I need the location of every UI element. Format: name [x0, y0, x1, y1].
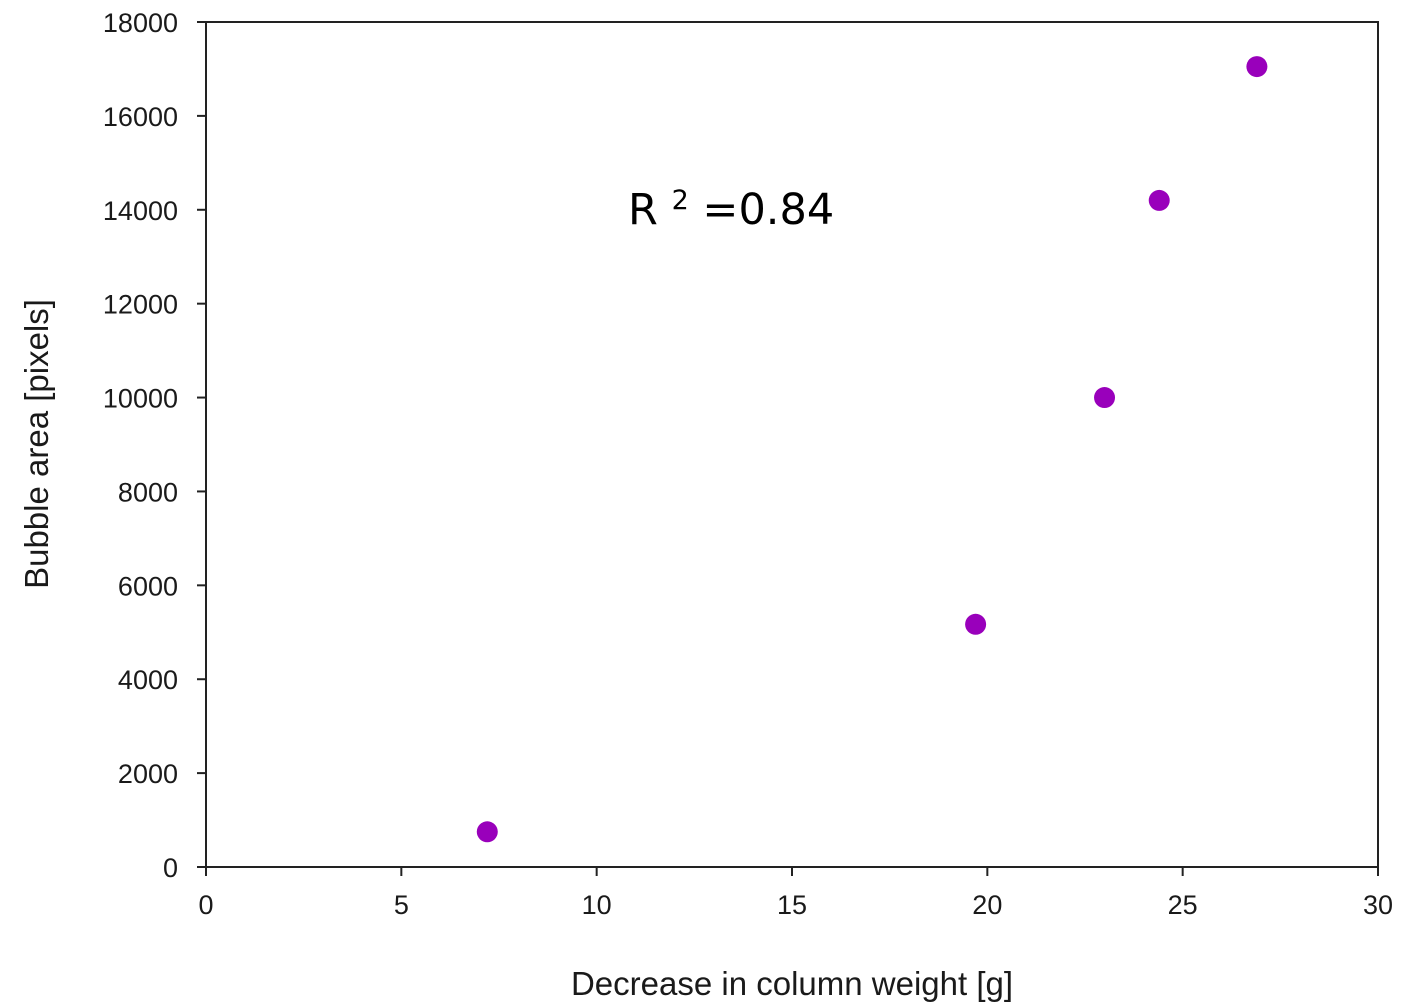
y-tick-label: 2000 [118, 759, 178, 789]
r-squared-value: =0.84 [702, 185, 834, 235]
plot-frame [205, 21, 1379, 868]
y-tick-label: 16000 [103, 102, 178, 132]
x-tick-label: 5 [394, 890, 409, 920]
y-tick-label: 6000 [118, 571, 178, 601]
r-squared-superscript: 2 [672, 185, 689, 216]
data-point-4 [1148, 189, 1170, 211]
data-points [476, 56, 1268, 843]
data-point-1 [476, 821, 498, 843]
y-tick-label: 4000 [118, 665, 178, 695]
x-tick-label: 0 [198, 890, 213, 920]
x-tick-label: 10 [582, 890, 612, 920]
r-squared-base: R [628, 185, 658, 235]
y-tick-label: 0 [163, 853, 178, 883]
r-squared-annotation: R 2 =0.84 [628, 170, 834, 235]
y-tick-label: 18000 [103, 8, 178, 38]
data-point-3 [1094, 387, 1116, 409]
x-tick-label: 15 [777, 890, 807, 920]
y-axis-ticks: 0 2000 4000 6000 8000 10000 12000 14000 16000 180… [103, 8, 206, 883]
data-point-2 [965, 613, 987, 635]
y-tick-label: 8000 [118, 477, 178, 507]
data-point-5 [1246, 56, 1268, 78]
x-tick-label: 30 [1363, 890, 1393, 920]
y-tick-label: 12000 [103, 290, 178, 320]
x-tick-label: 25 [1168, 890, 1198, 920]
x-axis-title: Decrease in column weight [g] [571, 965, 1013, 1002]
x-axis-ticks: 0 5 10 15 20 25 30 [198, 867, 1393, 920]
y-tick-label: 10000 [103, 384, 178, 414]
y-tick-label: 14000 [103, 196, 178, 226]
y-axis-title: Bubble area [pixels] [18, 299, 55, 589]
x-tick-label: 20 [972, 890, 1002, 920]
